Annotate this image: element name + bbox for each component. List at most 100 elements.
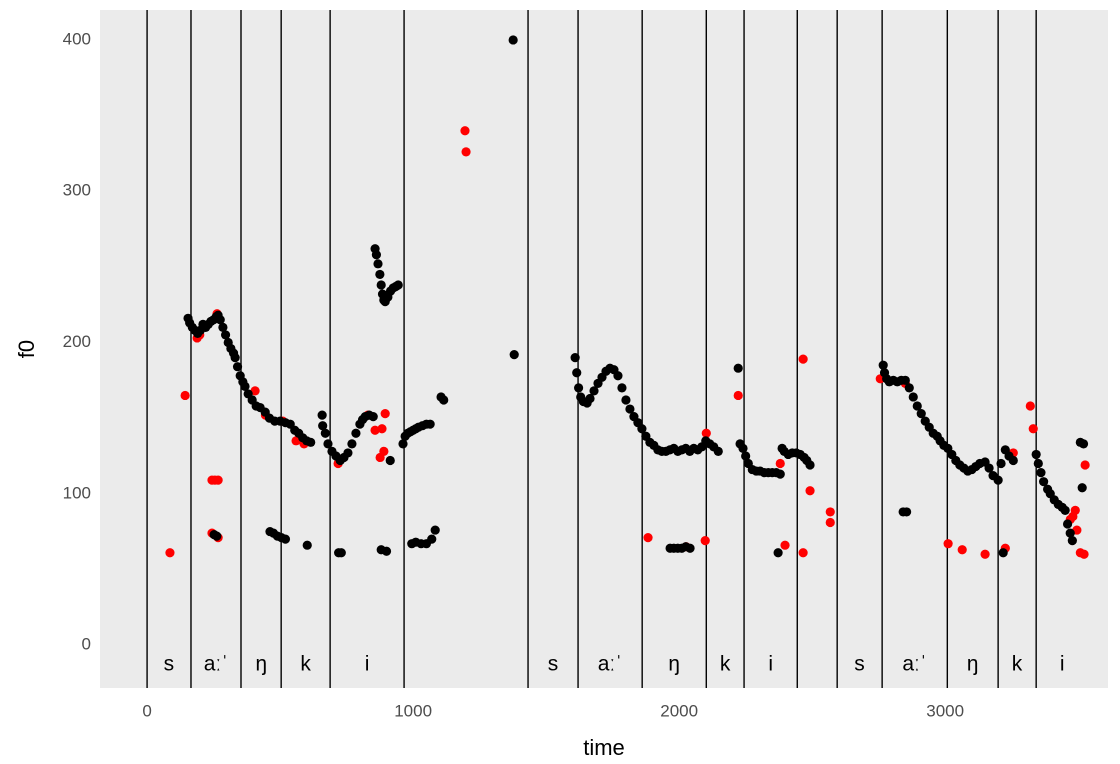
point <box>377 424 387 434</box>
point <box>637 424 647 434</box>
point <box>460 126 470 136</box>
point <box>573 383 584 393</box>
point <box>213 475 223 485</box>
point <box>1025 401 1035 411</box>
point <box>1067 536 1077 546</box>
point <box>218 322 228 332</box>
segment-label: s <box>164 652 175 675</box>
y-tick-label: 400 <box>63 29 91 48</box>
point <box>306 437 316 447</box>
point <box>775 458 785 469</box>
panel <box>100 10 1108 688</box>
point <box>373 259 383 269</box>
x-tick-label: 2000 <box>660 701 698 720</box>
point <box>368 412 378 422</box>
point <box>570 353 580 363</box>
point <box>509 349 519 360</box>
point <box>1039 477 1049 487</box>
point <box>1065 528 1075 538</box>
point <box>230 353 240 363</box>
point <box>430 525 440 535</box>
segment-label: aːˈ <box>204 652 229 675</box>
point <box>908 392 918 402</box>
point <box>318 421 328 431</box>
point <box>825 517 835 528</box>
point <box>508 35 518 45</box>
point <box>336 548 346 558</box>
point <box>943 539 953 549</box>
point <box>347 439 357 449</box>
point <box>980 549 990 559</box>
point <box>1028 424 1038 434</box>
point <box>323 439 333 449</box>
segment-label: ŋ <box>668 652 680 675</box>
point <box>427 534 437 544</box>
point <box>878 360 888 370</box>
point <box>375 269 385 280</box>
segment-label: s <box>854 652 865 675</box>
point <box>912 401 922 411</box>
point <box>379 446 389 457</box>
point <box>902 507 912 517</box>
point <box>371 250 382 260</box>
point <box>425 419 435 429</box>
point <box>572 368 582 378</box>
point <box>1077 483 1087 493</box>
point <box>1033 458 1043 469</box>
point <box>220 330 231 340</box>
point <box>439 395 449 405</box>
point <box>212 531 222 541</box>
point <box>617 383 627 393</box>
point <box>643 533 653 543</box>
y-tick-label: 100 <box>63 483 91 502</box>
y-axis-title: f0 <box>14 340 39 358</box>
point <box>825 507 835 517</box>
point <box>1036 467 1046 478</box>
point <box>984 463 994 473</box>
segment-label: i <box>768 652 773 675</box>
segment-label: k <box>300 652 311 675</box>
segment-label: ŋ <box>967 652 979 675</box>
point <box>343 448 353 458</box>
point <box>250 386 260 396</box>
point <box>701 428 711 438</box>
point <box>798 548 808 558</box>
point <box>713 446 723 457</box>
point <box>1079 549 1089 559</box>
x-axis-title: time <box>583 735 625 760</box>
point <box>589 386 599 396</box>
point <box>621 395 631 405</box>
segment-label: aːˈ <box>598 652 623 675</box>
y-tick-label: 200 <box>63 332 91 351</box>
segment-label: aːˈ <box>902 652 927 675</box>
point <box>370 425 380 435</box>
point <box>280 534 291 544</box>
point <box>585 393 595 404</box>
point <box>1080 460 1090 470</box>
segment-label: k <box>720 652 731 675</box>
point <box>773 548 783 558</box>
point <box>1008 455 1018 466</box>
point <box>320 428 330 438</box>
point <box>215 315 225 325</box>
point <box>351 428 361 438</box>
point <box>381 546 392 556</box>
point <box>733 363 743 373</box>
point <box>775 469 785 479</box>
point <box>916 408 926 419</box>
x-tick-label: 1000 <box>394 701 432 720</box>
point <box>376 280 386 290</box>
point <box>993 475 1003 485</box>
point <box>302 540 312 550</box>
point <box>780 540 790 550</box>
point <box>998 548 1008 558</box>
x-tick-label: 3000 <box>926 701 964 720</box>
x-tick-label: 0 <box>142 701 151 720</box>
segment-label: ŋ <box>255 652 267 675</box>
point <box>805 486 815 496</box>
point <box>317 410 327 420</box>
y-tick-label: 300 <box>63 181 91 200</box>
point <box>180 390 190 401</box>
point <box>385 455 395 466</box>
